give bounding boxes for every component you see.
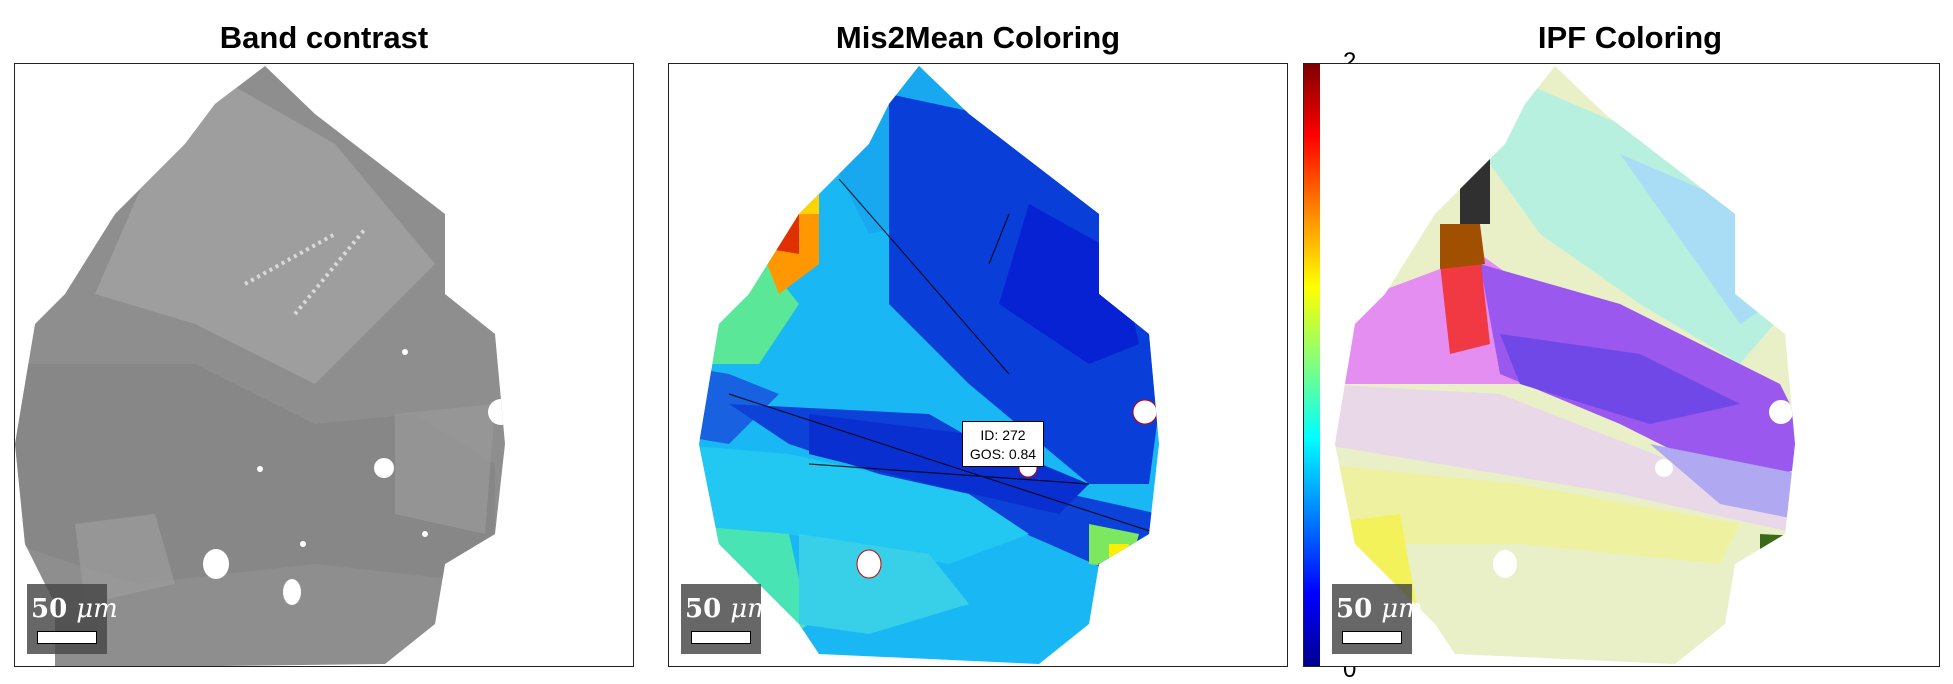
panel-title-ipf: IPF Coloring [1537, 20, 1723, 55]
mis2mean-map[interactable]: 50 μm [668, 63, 1288, 667]
tooltip-id: ID: 272 [980, 427, 1026, 443]
tooltip-gos: GOS: 0.84 [969, 446, 1037, 462]
scalebar-value: 50 [1336, 594, 1373, 624]
scalebar-unit: μm [730, 594, 772, 624]
ipf-map[interactable]: 50 μm [1320, 63, 1940, 667]
scale-bar: 50 μm [681, 584, 772, 654]
scalebar-line [1342, 631, 1402, 644]
scalebar-value: 50 [31, 594, 68, 624]
scale-bar: 50 μm [27, 584, 118, 654]
band-contrast-map[interactable]: 50 μm [14, 63, 634, 667]
scale-bar: 50 μm [1332, 584, 1423, 654]
scalebar-line [37, 631, 97, 644]
panel-title-mis2mean: Mis2Mean Coloring [835, 20, 1121, 55]
colorbar [1303, 63, 1321, 667]
scalebar-value: 50 [685, 594, 722, 624]
grain-tooltip: ID: 272 GOS: 0.84 [962, 421, 1044, 467]
panel-title-band-contrast: Band contrast [219, 20, 429, 55]
scalebar-unit: μm [76, 594, 118, 624]
scalebar-line [691, 631, 751, 644]
scalebar-unit: μm [1381, 594, 1423, 624]
